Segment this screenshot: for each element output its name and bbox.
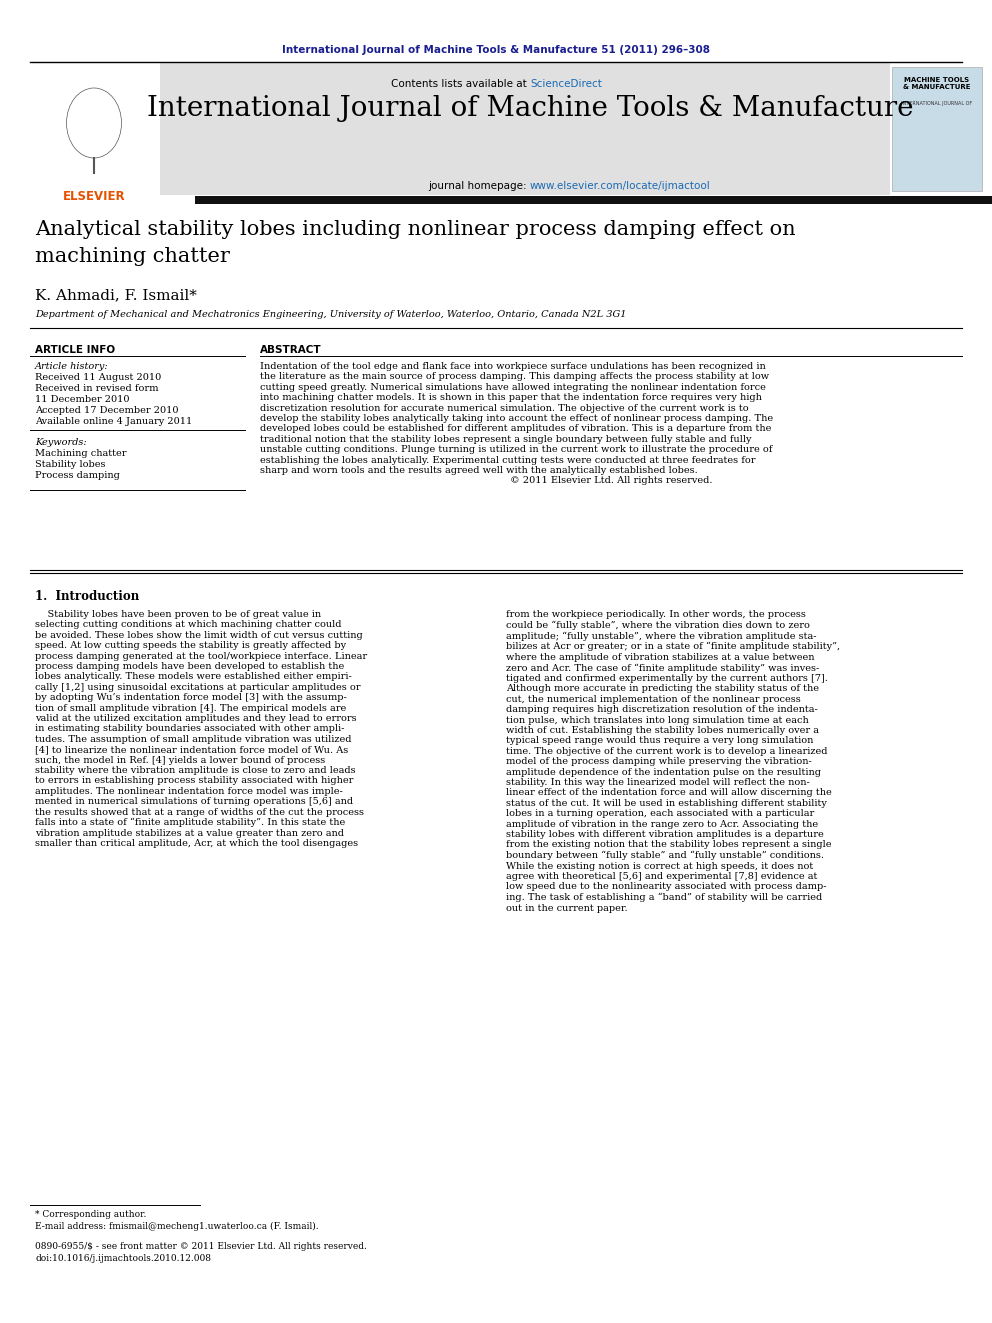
Text: International Journal of Machine Tools & Manufacture 51 (2011) 296–308: International Journal of Machine Tools &… xyxy=(282,45,710,56)
Bar xyxy=(195,196,992,204)
Text: Contents lists available at: Contents lists available at xyxy=(391,79,530,89)
Bar xyxy=(30,64,890,194)
Text: INTERNATIONAL JOURNAL OF: INTERNATIONAL JOURNAL OF xyxy=(902,101,972,106)
Text: Department of Mechanical and Mechatronics Engineering, University of Waterloo, W: Department of Mechanical and Mechatronic… xyxy=(35,310,627,319)
Text: * Corresponding author.: * Corresponding author. xyxy=(35,1211,147,1218)
Text: K. Ahmadi, F. Ismail*: K. Ahmadi, F. Ismail* xyxy=(35,288,196,302)
Text: MACHINE TOOLS
& MANUFACTURE: MACHINE TOOLS & MANUFACTURE xyxy=(904,77,971,90)
Text: ARTICLE INFO: ARTICLE INFO xyxy=(35,345,115,355)
Bar xyxy=(892,67,982,191)
Text: machining chatter: machining chatter xyxy=(35,247,230,266)
Text: www.elsevier.com/locate/ijmactool: www.elsevier.com/locate/ijmactool xyxy=(530,181,710,191)
Text: Process damping: Process damping xyxy=(35,471,120,480)
Text: ABSTRACT: ABSTRACT xyxy=(260,345,321,355)
Text: Article history:: Article history: xyxy=(35,363,109,370)
Text: Keywords:: Keywords: xyxy=(35,438,86,447)
Text: Available online 4 January 2011: Available online 4 January 2011 xyxy=(35,417,192,426)
Text: ScienceDirect: ScienceDirect xyxy=(530,79,602,89)
Text: journal homepage:: journal homepage: xyxy=(429,181,530,191)
Text: Machining chatter: Machining chatter xyxy=(35,448,127,458)
Text: from the workpiece periodically. In other words, the process
could be “fully sta: from the workpiece periodically. In othe… xyxy=(506,610,840,913)
Text: E-mail address: fmismail@mecheng1.uwaterloo.ca (F. Ismail).: E-mail address: fmismail@mecheng1.uwater… xyxy=(35,1222,318,1232)
Text: Stability lobes: Stability lobes xyxy=(35,460,105,468)
Text: doi:10.1016/j.ijmachtools.2010.12.008: doi:10.1016/j.ijmachtools.2010.12.008 xyxy=(35,1254,211,1263)
Text: International Journal of Machine Tools & Manufacture: International Journal of Machine Tools &… xyxy=(147,95,914,122)
Text: ELSEVIER: ELSEVIER xyxy=(62,191,125,202)
Text: 0890-6955/$ - see front matter © 2011 Elsevier Ltd. All rights reserved.: 0890-6955/$ - see front matter © 2011 El… xyxy=(35,1242,367,1252)
Text: Analytical stability lobes including nonlinear process damping effect on: Analytical stability lobes including non… xyxy=(35,220,796,239)
Text: 11 December 2010: 11 December 2010 xyxy=(35,396,130,404)
Text: Received in revised form: Received in revised form xyxy=(35,384,159,393)
Text: Accepted 17 December 2010: Accepted 17 December 2010 xyxy=(35,406,179,415)
Text: Stability lobes have been proven to be of great value in
selecting cutting condi: Stability lobes have been proven to be o… xyxy=(35,610,367,848)
Text: Received 11 August 2010: Received 11 August 2010 xyxy=(35,373,162,382)
Text: 1.  Introduction: 1. Introduction xyxy=(35,590,139,603)
Bar xyxy=(30,64,160,194)
Text: Indentation of the tool edge and flank face into workpiece surface undulations h: Indentation of the tool edge and flank f… xyxy=(260,363,773,486)
